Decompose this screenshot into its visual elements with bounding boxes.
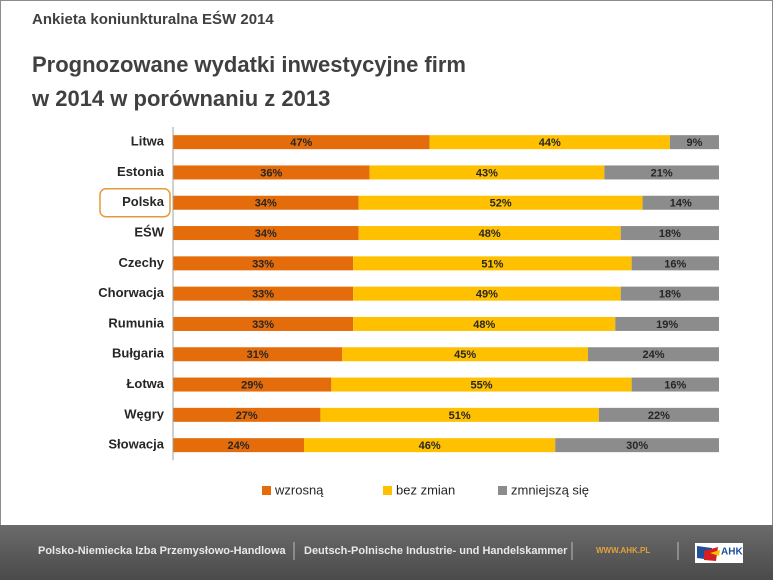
bar-segment	[587, 347, 719, 362]
bar-segment	[331, 377, 632, 392]
y-tick-label: EŚW	[134, 224, 164, 239]
footer-text: Polsko-Niemiecka Izba Przemysłowo-Handlo…	[38, 545, 286, 557]
highlight-box	[99, 188, 171, 218]
data-label: 34%	[255, 228, 277, 240]
data-label: 51%	[481, 258, 503, 270]
logo: AHK	[695, 543, 743, 563]
bar-segment	[342, 347, 588, 362]
data-label: 29%	[241, 379, 263, 391]
data-label: 49%	[476, 289, 498, 301]
bar-segment	[358, 195, 643, 210]
bar-segment	[173, 316, 354, 331]
legend-label: bez zmian	[396, 482, 455, 497]
logo-flag	[704, 547, 718, 561]
bar-segment	[173, 347, 343, 362]
bar-segment	[555, 438, 719, 453]
data-label: 24%	[228, 440, 250, 452]
data-label: 36%	[260, 167, 282, 179]
bar-segment	[615, 316, 719, 331]
footer-url: WWW.AHK.PL	[596, 546, 650, 555]
y-tick-label: Chorwacja	[98, 285, 165, 300]
bar-segment	[669, 135, 719, 150]
bar-segment	[353, 316, 616, 331]
data-label: 51%	[449, 410, 471, 422]
data-label: 48%	[479, 228, 501, 240]
y-tick-label: Łotwa	[126, 376, 164, 391]
y-tick-label: Polska	[122, 194, 165, 209]
bar-segment	[598, 407, 719, 422]
y-tick-label: Węgry	[124, 406, 165, 421]
bar-segment	[358, 226, 621, 241]
data-label: 33%	[252, 258, 274, 270]
chart-title: w 2014 w porównaniu z 2013	[31, 86, 330, 111]
legend-label: wzrosną	[274, 482, 324, 497]
y-tick-label: Estonia	[117, 164, 165, 179]
legend-swatch	[383, 486, 392, 495]
bar-segment	[429, 135, 670, 150]
data-label: 18%	[659, 289, 681, 301]
bar-segment	[320, 407, 599, 422]
bar-segment	[173, 165, 370, 180]
bar-segment	[173, 407, 321, 422]
y-tick-label: Rumunia	[108, 315, 164, 330]
bar-segment	[620, 226, 719, 241]
data-label: 43%	[476, 167, 498, 179]
data-label: 33%	[252, 289, 274, 301]
data-label: 46%	[419, 440, 441, 452]
bar-segment	[620, 286, 719, 301]
data-label: 30%	[626, 440, 648, 452]
bar-segment	[304, 438, 556, 453]
data-label: 33%	[252, 319, 274, 331]
data-label: 9%	[686, 137, 702, 149]
y-tick-label: Słowacja	[108, 437, 164, 452]
bar-segment	[173, 256, 354, 271]
bar-segment	[173, 438, 305, 453]
data-label: 16%	[664, 258, 686, 270]
data-label: 34%	[255, 198, 277, 210]
header: Ankieta koniunkturalna EŚW 2014	[32, 10, 274, 28]
y-tick-label: Litwa	[131, 134, 165, 149]
chart-title: Prognozowane wydatki inwestycyjne firm	[32, 52, 466, 77]
bar-segment	[173, 286, 354, 301]
footer-text: Deutsch-Polnische Industrie- und Handels…	[304, 545, 568, 557]
data-label: 19%	[656, 319, 678, 331]
legend-swatch	[498, 486, 507, 495]
data-label: 55%	[470, 379, 492, 391]
bar-segment	[369, 165, 605, 180]
data-label: 18%	[659, 228, 681, 240]
bar-segment	[353, 256, 632, 271]
footer-bar	[0, 525, 773, 580]
bar-segment	[642, 195, 719, 210]
data-label: 45%	[454, 349, 476, 361]
data-label: 21%	[651, 167, 673, 179]
bar-segment	[353, 286, 621, 301]
bar-segment	[631, 256, 719, 271]
bar-segment	[173, 377, 332, 392]
logo-flag	[710, 550, 720, 556]
bar-segment	[173, 195, 359, 210]
data-label: 44%	[539, 137, 561, 149]
bar-segment	[631, 377, 719, 392]
bar-segment	[173, 226, 359, 241]
data-label: 52%	[490, 198, 512, 210]
logo-text: AHK	[721, 547, 743, 558]
y-tick-label: Bułgaria	[112, 346, 165, 361]
data-label: 14%	[670, 198, 692, 210]
bar-segment	[604, 165, 719, 180]
data-label: 31%	[247, 349, 269, 361]
data-label: 24%	[642, 349, 664, 361]
legend-swatch	[262, 486, 271, 495]
data-label: 16%	[664, 379, 686, 391]
data-label: 48%	[473, 319, 495, 331]
legend-label: zmniejszą się	[511, 482, 589, 497]
y-tick-label: Czechy	[118, 255, 164, 270]
data-label: 22%	[648, 410, 670, 422]
bar-segment	[173, 135, 430, 150]
data-label: 27%	[236, 410, 258, 422]
data-label: 47%	[290, 137, 312, 149]
